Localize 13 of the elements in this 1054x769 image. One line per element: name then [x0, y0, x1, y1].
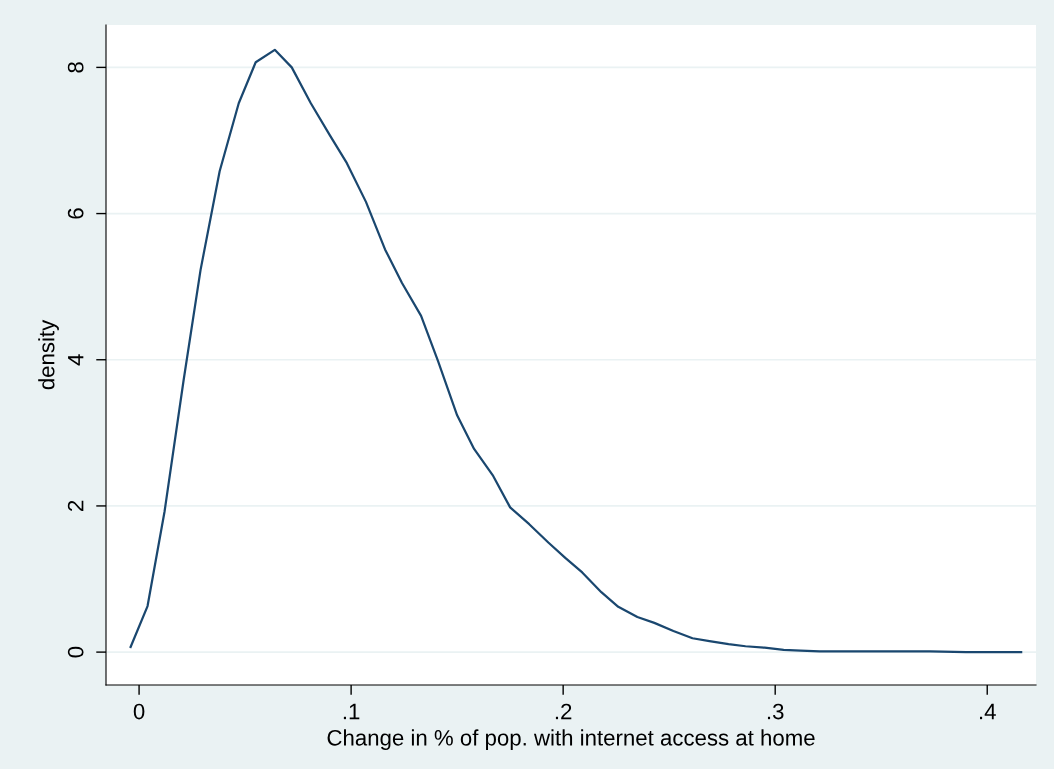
y-tick-label: 4 [68, 354, 84, 366]
x-tick-label: .4 [979, 703, 996, 720]
y-tick-label: 0 [67, 646, 84, 658]
y-tick-label: 2 [67, 500, 84, 511]
x-axis-title: Change in % of pop. with internet access at home [327, 729, 815, 751]
x-tick-label: .2 [555, 703, 572, 720]
line-series [129, 48, 1023, 654]
y-tick-label: 8 [67, 62, 84, 73]
y-tick-label: 6 [67, 208, 84, 219]
x-tick-label: .3 [767, 703, 784, 720]
x-tick-label: .1 [343, 703, 360, 720]
y-axis-title: density [38, 319, 59, 390]
x-tick-label: 0 [133, 703, 145, 720]
